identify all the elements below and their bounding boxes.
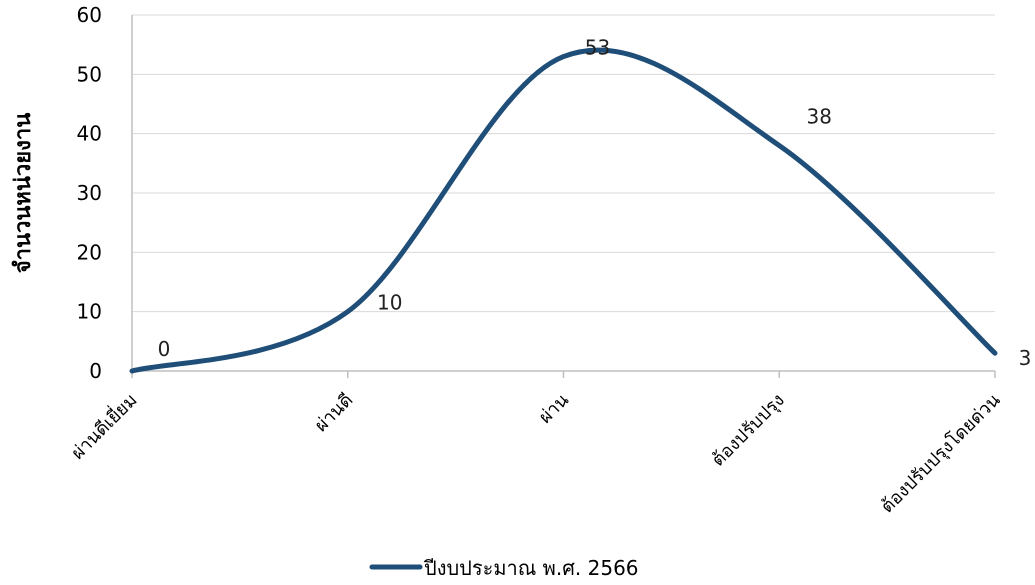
x-tick-label: ผ่านดีเยี่ยม — [65, 388, 141, 464]
data-label: 53 — [585, 36, 610, 60]
gridlines — [132, 14, 995, 313]
x-tick-label: ผ่าน — [535, 390, 573, 428]
legend: ปีงบประมาณ พ.ศ. 2566 — [369, 556, 639, 580]
y-tick-label: 50 — [77, 62, 102, 86]
data-label: 10 — [377, 291, 402, 315]
x-tick-labels: ผ่านดีเยี่ยม ผ่านดี ผ่าน ต้องปรับปรุง ต้องปร… — [65, 388, 1004, 518]
y-tick-label: 0 — [89, 359, 102, 383]
y-axis-title: จำนวนหน่วยงาน — [11, 113, 36, 274]
data-labels: 0 10 53 38 3 — [158, 36, 1032, 371]
legend-label: ปีงบประมาณ พ.ศ. 2566 — [424, 556, 639, 580]
y-tick-label: 30 — [77, 181, 102, 205]
y-tick-label: 20 — [77, 240, 102, 264]
series-line — [129, 47, 998, 374]
y-tick-labels: 0 10 20 30 40 50 60 — [77, 3, 102, 383]
y-tick-label: 60 — [77, 3, 102, 27]
y-tick-label: 40 — [77, 122, 102, 146]
data-label: 3 — [1019, 346, 1032, 370]
data-label: 0 — [158, 337, 171, 361]
series-group — [129, 47, 998, 374]
x-tick-label: ต้องปรับปรุงโดยด่วน — [876, 389, 1004, 517]
x-tick-label: ต้องปรับปรุง — [708, 390, 789, 471]
x-tick-marks — [131, 371, 996, 378]
y-tick-label: 10 — [77, 300, 102, 324]
data-label: 38 — [807, 105, 832, 129]
x-tick-label: ผ่านดี — [311, 390, 357, 436]
